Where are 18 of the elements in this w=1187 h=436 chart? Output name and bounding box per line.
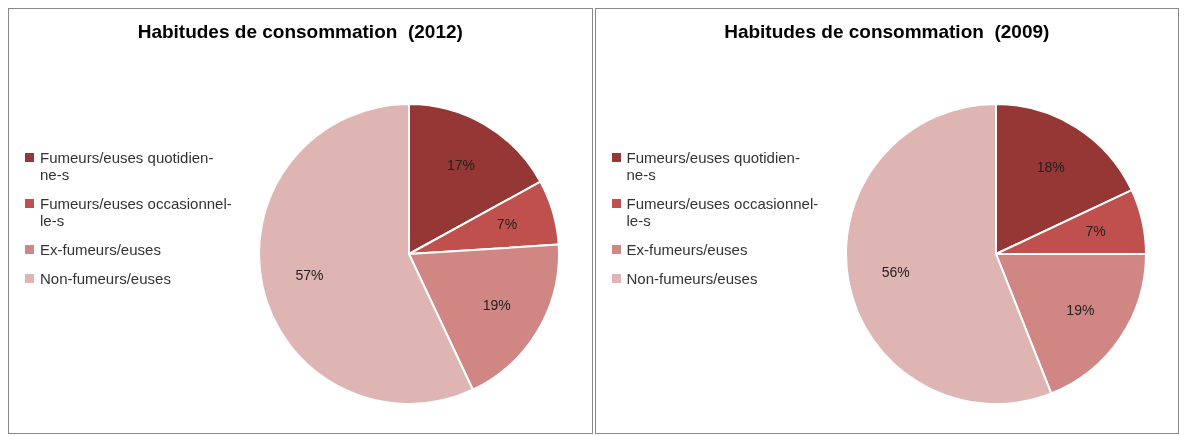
- data-label: 17%: [446, 157, 475, 174]
- legend-label: Fumeurs/euses occasionnel-le-s: [626, 195, 820, 229]
- legend-label: Fumeurs/euses quotidien-ne-s: [626, 149, 801, 183]
- data-label: 7%: [496, 216, 518, 233]
- chart-title: Habitudes de consommation (2009): [723, 21, 1051, 43]
- legend-label: Ex-fumeurs/euses: [40, 241, 161, 258]
- legend-label: Ex-fumeurs/euses: [626, 241, 748, 258]
- data-label: 57%: [295, 267, 324, 284]
- legend-label: Non-fumeurs/euses: [40, 270, 171, 287]
- data-label: 19%: [482, 296, 511, 313]
- data-label: 7%: [1084, 222, 1106, 239]
- legend-label: Non-fumeurs/euses: [626, 270, 758, 287]
- legend-label: Fumeurs/euses quotidien-ne-s: [40, 149, 215, 183]
- data-label: 56%: [881, 263, 910, 280]
- chart-title: Habitudes de consommation (2012): [136, 21, 464, 43]
- legend-label: Fumeurs/euses occasionnel-le-s: [40, 195, 233, 229]
- data-label: 18%: [1036, 158, 1065, 175]
- data-label: 19%: [1065, 302, 1094, 319]
